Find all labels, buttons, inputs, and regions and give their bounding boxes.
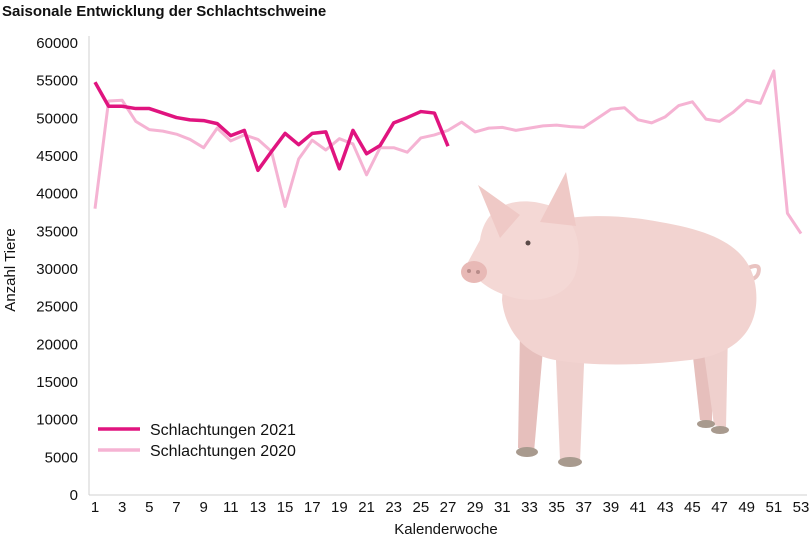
y-tick-label: 10000 xyxy=(36,412,78,429)
x-tick-label: 47 xyxy=(711,499,728,516)
x-tick-label: 15 xyxy=(277,499,294,516)
x-tick-label: 35 xyxy=(548,499,565,516)
series-line-2021 xyxy=(93,81,450,173)
y-tick-label: 5000 xyxy=(45,449,78,466)
x-tick-label: 5 xyxy=(145,499,153,516)
x-tick-label: 29 xyxy=(467,499,484,516)
x-tick-label: 13 xyxy=(250,499,267,516)
y-tick-label: 25000 xyxy=(36,299,78,316)
x-tick-label: 45 xyxy=(684,499,701,516)
x-tick-label: 3 xyxy=(118,499,126,516)
x-tick-label: 23 xyxy=(385,499,402,516)
series-lines xyxy=(93,69,803,235)
y-tick-label: 60000 xyxy=(36,35,78,52)
x-tick-label: 43 xyxy=(657,499,674,516)
y-tick-label: 0 xyxy=(70,487,78,504)
y-axis-label: Anzahl Tiere xyxy=(2,228,19,311)
x-tick-label: 19 xyxy=(331,499,348,516)
y-tick-labels: 0 5000 10000 15000 20000 25000 30000 35000 40000… xyxy=(36,35,78,504)
x-tick-label: 27 xyxy=(440,499,457,516)
legend: Schlachtungen 2021 Schlachtungen 2020 xyxy=(98,422,296,460)
y-tick-label: 30000 xyxy=(36,261,78,278)
x-tick-label: 1 xyxy=(91,499,99,516)
series-line-2020 xyxy=(93,69,803,235)
x-tick-label: 33 xyxy=(521,499,538,516)
y-tick-label: 15000 xyxy=(36,374,78,391)
y-tick-label: 20000 xyxy=(36,336,78,353)
x-tick-label: 9 xyxy=(199,499,207,516)
x-tick-label: 21 xyxy=(358,499,375,516)
y-tick-label: 50000 xyxy=(36,110,78,127)
legend-label-2020: Schlachtungen 2020 xyxy=(150,443,296,460)
y-tick-label: 55000 xyxy=(36,73,78,90)
x-tick-label: 31 xyxy=(494,499,511,516)
x-tick-label: 25 xyxy=(413,499,430,516)
y-tick-label: 35000 xyxy=(36,223,78,240)
x-tick-label: 7 xyxy=(172,499,180,516)
x-tick-label: 49 xyxy=(738,499,755,516)
x-tick-label: 53 xyxy=(793,499,810,516)
x-tick-labels: 1 3 5 7 9 11 13 15 17 19 21 23 25 27 29 31 33 35 37 39 41 43 4… xyxy=(91,499,810,516)
x-tick-label: 41 xyxy=(630,499,647,516)
x-tick-label: 51 xyxy=(766,499,783,516)
pig-image xyxy=(461,172,761,467)
y-tick-label: 45000 xyxy=(36,148,78,165)
chart-title: Saisonale Entwicklung der Schlachtschwei… xyxy=(2,3,326,20)
y-tick-label: 40000 xyxy=(36,186,78,203)
x-tick-label: 11 xyxy=(223,499,239,516)
legend-label-2021: Schlachtungen 2021 xyxy=(150,422,296,439)
x-axis-label: Kalenderwoche xyxy=(394,521,497,538)
x-tick-label: 37 xyxy=(575,499,592,516)
axes xyxy=(88,36,807,496)
x-tick-label: 17 xyxy=(304,499,321,516)
x-tick-label: 39 xyxy=(603,499,620,516)
